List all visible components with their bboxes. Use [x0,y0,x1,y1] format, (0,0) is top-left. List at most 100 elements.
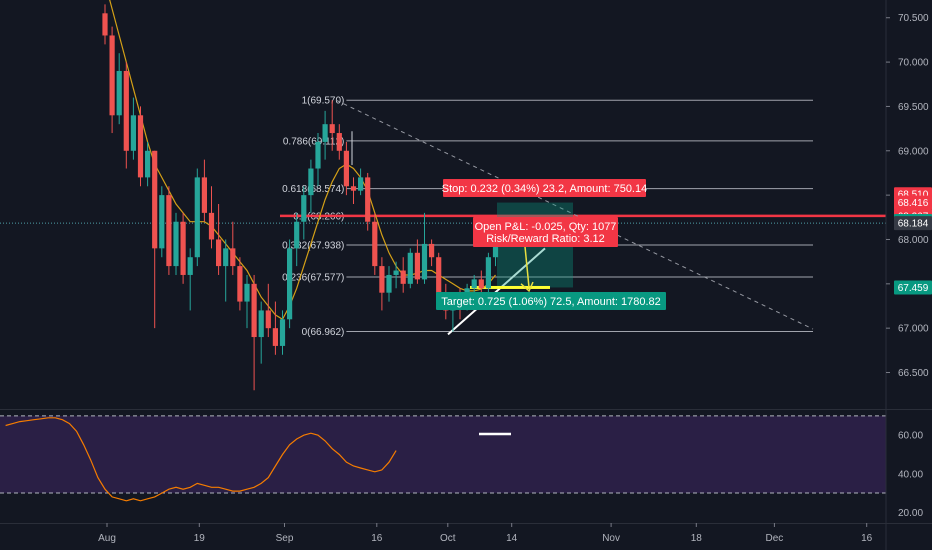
candle[interactable] [308,159,314,213]
candle[interactable] [365,172,371,231]
target-label-text: Target: 0.725 (1.06%) 72.5, Amount: 1780… [441,296,661,308]
candle[interactable] [123,62,129,169]
candle[interactable] [173,212,179,275]
candle[interactable] [180,212,186,284]
time-tick-label: Sep [276,533,294,544]
candle-body [436,257,442,293]
candle-body [173,221,179,267]
candle-body [237,266,243,302]
stop-label-text: Stop: 0.232 (0.34%) 23.2, Amount: 750.14 [442,183,647,195]
candle[interactable] [272,301,278,355]
candle-body [350,186,357,191]
price-badge[interactable]: 68.416 [894,195,932,210]
candle[interactable] [145,141,151,187]
price-badge[interactable]: 67.459 [894,280,932,295]
candle[interactable] [379,257,385,311]
price-axis[interactable]: 66.50067.00067.50068.00068.50069.00069.5… [885,0,932,550]
candle[interactable] [208,186,215,249]
candle[interactable] [400,257,406,293]
candle-body [216,239,222,267]
moving-average [109,0,496,321]
candle-body [421,243,428,280]
candle[interactable] [230,221,236,275]
candle-body [485,257,491,289]
candle[interactable] [237,257,243,311]
price-badge[interactable]: 68.184 [894,216,932,231]
candle[interactable] [258,301,264,364]
stop-label[interactable]: Stop: 0.232 (0.34%) 23.2, Amount: 750.14 [442,179,647,197]
candle[interactable] [109,26,115,134]
target-label[interactable]: Target: 0.725 (1.06%) 72.5, Amount: 1780… [436,292,666,310]
fib-level-label: 1(69.570) [302,96,345,107]
candle[interactable] [478,270,484,293]
candle[interactable] [244,274,250,329]
candle[interactable] [393,261,399,289]
candle-body [429,243,435,258]
time-axis[interactable]: 15Aug19Sep16Oct14Nov18Dec16 [0,523,932,544]
candle-body [244,283,250,302]
candle-body [166,195,172,267]
fib-level-label: 0.382(67.938) [282,240,344,251]
descending-trendline[interactable] [335,99,814,330]
candle[interactable] [265,283,271,338]
candle[interactable] [301,186,307,240]
candle[interactable] [350,177,357,204]
candle[interactable] [201,159,207,222]
candle-body [208,212,215,240]
candle-body [223,248,229,267]
candle[interactable] [102,4,108,45]
candle[interactable] [315,133,321,187]
candle[interactable] [322,110,328,160]
candle[interactable] [279,310,286,355]
candle[interactable] [358,168,364,196]
stop-label-bg [443,179,646,197]
price-tick-label: 66.500 [898,368,929,379]
candle[interactable] [223,239,229,302]
rsi-pane[interactable] [0,409,932,502]
price-badge-bg [894,195,932,210]
candle[interactable] [343,141,349,196]
candle[interactable] [287,239,293,329]
candle[interactable] [116,53,122,125]
candle[interactable] [336,124,342,160]
candle-body [194,177,200,258]
candle[interactable] [216,204,222,275]
time-tick-label: 16 [371,533,383,544]
candle[interactable] [407,248,413,289]
candle[interactable] [159,186,165,258]
rsi-tick-label: 20.00 [898,508,923,519]
candle[interactable] [421,212,428,284]
candle-body [393,270,399,275]
candle[interactable] [372,212,378,275]
candle[interactable] [329,100,335,151]
candle-body [180,221,186,275]
candle-body [308,168,314,196]
candle-body [315,141,321,169]
fib-retracement[interactable]: 1(69.570)0.786(69.112)0.618(68.574)0.5(6… [280,96,886,338]
price-tick-label: 68.000 [898,235,929,246]
rsi-tick-label: 40.00 [898,469,923,480]
candle[interactable] [429,239,435,267]
trend-lines[interactable] [0,99,886,336]
rsi-line[interactable] [5,417,397,502]
candle-body [123,70,129,151]
candle[interactable] [137,106,144,187]
entry-line[interactable] [470,285,550,289]
candle[interactable] [166,186,172,275]
candle-body [343,150,349,187]
candle[interactable] [251,274,257,391]
candle-body [379,266,385,293]
candle[interactable] [130,97,136,160]
candle[interactable] [414,239,420,284]
candle-body [386,274,392,293]
rising-trendline[interactable] [447,247,546,336]
position-labels[interactable]: Stop: 0.232 (0.34%) 23.2, Amount: 750.14… [436,179,666,310]
candle[interactable] [386,266,392,302]
candle[interactable] [294,212,300,267]
candle[interactable] [485,252,491,293]
candle[interactable] [187,248,193,311]
candle[interactable] [194,168,200,267]
candle[interactable] [152,150,158,329]
